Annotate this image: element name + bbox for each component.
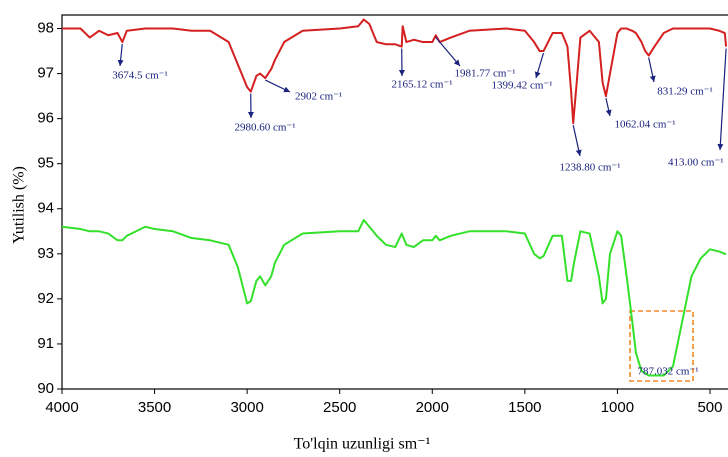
annotation-label: 2165.12 cm⁻¹ xyxy=(391,79,452,91)
annotation-label: 3674.5 cm⁻¹ xyxy=(112,70,168,82)
annotation-label: 787.032 cm⁻¹ xyxy=(637,366,698,378)
annotation-label: 1981.77 cm⁻¹ xyxy=(454,68,515,80)
x-tick-label: 4000 xyxy=(45,399,78,416)
annotation-label: 1062.04 cm⁻¹ xyxy=(614,119,675,131)
highlight-box xyxy=(629,310,694,382)
y-tick-label: 96 xyxy=(37,110,54,127)
plot-frame xyxy=(61,14,728,390)
y-tick-label: 91 xyxy=(37,335,54,352)
y-tick-label: 90 xyxy=(37,380,54,397)
annotation-label: 831.29 cm⁻¹ xyxy=(657,86,713,98)
annotation-label: 413.00 cm⁻¹ xyxy=(668,157,724,169)
annotation-arrow xyxy=(717,48,727,151)
y-tick-label: 98 xyxy=(37,19,54,36)
annotation-arrow xyxy=(265,79,291,93)
annotation-arrow xyxy=(572,125,582,157)
annotation-arrow xyxy=(117,43,124,67)
x-tick-label: 500 xyxy=(697,399,722,416)
x-tick-label: 2500 xyxy=(323,399,356,416)
spectrum-line xyxy=(62,18,728,125)
y-tick-label: 95 xyxy=(37,155,54,172)
x-tick-label: 2000 xyxy=(416,399,449,416)
spectrum-line xyxy=(61,219,727,377)
x-tick-label: 1000 xyxy=(601,399,634,416)
annotation-arrow xyxy=(435,36,461,67)
y-axis-label: Yutilish (%) xyxy=(11,166,28,244)
y-tick-label: 93 xyxy=(37,245,54,262)
annotation-label: 1238.80 cm⁻¹ xyxy=(559,162,620,174)
x-tick-label: 3500 xyxy=(138,399,171,416)
annotation-arrow xyxy=(605,97,612,117)
annotation-arrow xyxy=(534,52,545,79)
y-tick-label: 92 xyxy=(37,290,54,307)
x-tick-label: 3000 xyxy=(230,399,263,416)
annotation-label: 1399.42 cm⁻¹ xyxy=(491,80,552,92)
x-tick-label: 1500 xyxy=(508,399,541,416)
annotation-arrow xyxy=(648,57,656,83)
x-axis-label: To'lqin uzunligi sm⁻¹ xyxy=(294,436,431,453)
y-tick-label: 94 xyxy=(37,200,54,217)
y-tick-label: 97 xyxy=(37,65,54,82)
annotation-label: 2902 cm⁻¹ xyxy=(295,91,342,103)
annotation-label: 2980.60 cm⁻¹ xyxy=(234,122,295,134)
